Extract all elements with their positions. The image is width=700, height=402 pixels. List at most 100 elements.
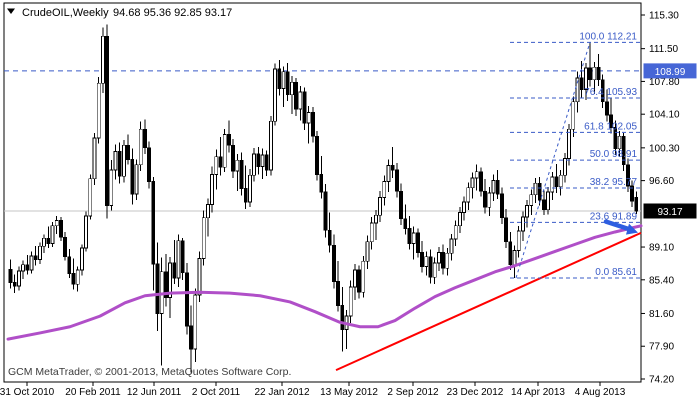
candle-body bbox=[432, 262, 437, 278]
candle bbox=[386, 159, 391, 193]
candle bbox=[567, 123, 571, 166]
candle-body bbox=[302, 91, 307, 124]
candle-body bbox=[163, 271, 168, 298]
candle-body bbox=[331, 244, 336, 282]
candle-body bbox=[470, 177, 475, 189]
candle bbox=[46, 226, 51, 248]
candle-body bbox=[533, 182, 538, 196]
arrow-object-head[interactable] bbox=[626, 223, 638, 235]
candle bbox=[25, 255, 30, 275]
fibonacci-level-label: 23.6 91.89 bbox=[590, 211, 638, 222]
candle-body bbox=[71, 273, 76, 285]
candle bbox=[495, 169, 500, 200]
candle bbox=[462, 196, 467, 221]
candle bbox=[411, 226, 416, 260]
candle bbox=[67, 248, 72, 279]
candle-body bbox=[205, 204, 210, 219]
candle-body bbox=[516, 230, 521, 251]
candle bbox=[554, 163, 559, 194]
candle bbox=[466, 182, 471, 210]
candle bbox=[155, 242, 160, 332]
trendline-object[interactable] bbox=[335, 231, 642, 372]
candle-body bbox=[571, 101, 576, 130]
candle-body bbox=[256, 153, 261, 167]
y-axis-label: 107.80 bbox=[649, 77, 680, 88]
moving-average-line bbox=[6, 224, 643, 341]
candle bbox=[264, 150, 269, 177]
candle bbox=[499, 187, 504, 225]
candle-body bbox=[592, 66, 597, 81]
candle-body bbox=[105, 35, 109, 206]
candle-body bbox=[218, 156, 223, 168]
candle bbox=[600, 74, 605, 108]
candle-body bbox=[63, 236, 67, 258]
candle-body bbox=[617, 135, 622, 150]
hline-price-badge-text: 108.99 bbox=[655, 67, 686, 78]
candle-body bbox=[84, 215, 88, 249]
candle bbox=[365, 235, 370, 270]
candle bbox=[294, 77, 299, 116]
candle-body bbox=[567, 128, 571, 159]
candle bbox=[176, 234, 181, 287]
candle bbox=[205, 198, 210, 237]
candle-body bbox=[306, 112, 311, 124]
candle bbox=[331, 234, 336, 289]
candle-body bbox=[605, 101, 609, 116]
candle-body bbox=[373, 214, 378, 224]
candle bbox=[319, 155, 324, 199]
candle-body bbox=[457, 212, 462, 227]
candle bbox=[504, 208, 509, 248]
candle-body bbox=[563, 158, 567, 176]
candle bbox=[449, 233, 454, 261]
candle bbox=[457, 207, 462, 233]
candle-body bbox=[310, 112, 315, 137]
candle bbox=[16, 266, 21, 291]
candle bbox=[306, 106, 311, 144]
candle-body bbox=[260, 154, 265, 167]
candle-body bbox=[365, 241, 370, 262]
x-axis-label: 13 May 2012 bbox=[320, 387, 378, 398]
candle bbox=[521, 211, 525, 241]
candle-body bbox=[491, 180, 496, 194]
candle-body bbox=[193, 294, 198, 350]
candle bbox=[38, 242, 42, 264]
candle bbox=[403, 204, 408, 235]
candle-body bbox=[436, 251, 441, 264]
candle-body bbox=[600, 79, 605, 103]
candle-body bbox=[239, 159, 244, 189]
axes-layer[interactable]: 115.30 111.50 107.80 104.10 100.30 96.60 89.10… bbox=[0, 11, 680, 399]
candle bbox=[533, 177, 538, 203]
candle bbox=[71, 258, 76, 290]
candle bbox=[214, 149, 219, 190]
candle-body bbox=[420, 251, 425, 267]
candle-body bbox=[176, 240, 181, 279]
candle bbox=[613, 120, 618, 155]
candle bbox=[109, 160, 114, 211]
candle-body bbox=[319, 174, 324, 193]
candle-body bbox=[289, 81, 294, 96]
candle-body bbox=[235, 159, 240, 172]
candle bbox=[268, 115, 273, 176]
candle bbox=[163, 254, 168, 307]
candle-body bbox=[428, 256, 433, 278]
candle bbox=[542, 190, 546, 216]
candle bbox=[315, 131, 320, 181]
candle bbox=[201, 210, 206, 266]
candle bbox=[210, 166, 215, 213]
candle bbox=[390, 146, 395, 178]
candle-body bbox=[172, 262, 177, 279]
arrow-object-shaft[interactable] bbox=[603, 219, 632, 232]
candle bbox=[277, 60, 282, 96]
y-axis-label: 111.50 bbox=[649, 44, 679, 55]
symbol-dropdown-icon[interactable] bbox=[7, 8, 15, 15]
y-axis-label: 115.30 bbox=[649, 11, 679, 22]
candle bbox=[361, 255, 366, 298]
fibonacci-baseline[interactable] bbox=[515, 42, 591, 279]
candle-body bbox=[50, 225, 55, 244]
candle bbox=[172, 239, 177, 285]
candle-body bbox=[189, 325, 194, 350]
candle bbox=[8, 259, 13, 289]
candle bbox=[193, 288, 198, 363]
candle-body bbox=[415, 232, 420, 253]
